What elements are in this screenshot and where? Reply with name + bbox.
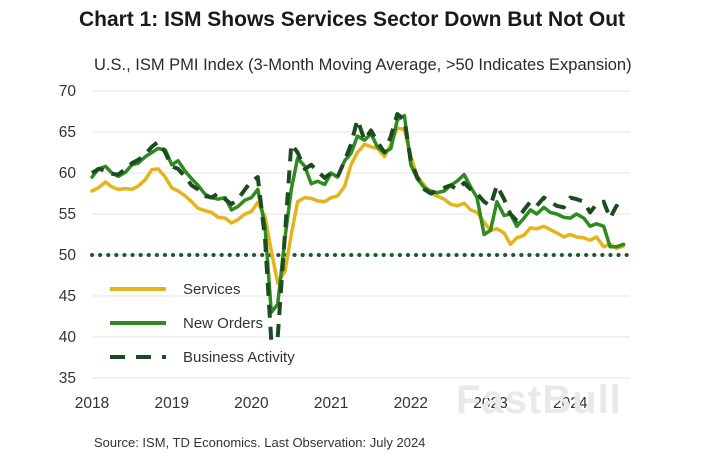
y-tick-label: 40 xyxy=(59,329,77,346)
y-axis-ticks: 35 40 45 50 55 60 65 70 xyxy=(59,83,77,387)
legend-label: New Orders xyxy=(183,315,263,332)
legend: Services New Orders Business Activity xyxy=(110,281,295,366)
y-tick-label: 45 xyxy=(59,288,76,305)
x-tick-label: 2021 xyxy=(314,395,348,412)
legend-label: Services xyxy=(183,281,241,298)
source-note: Source: ISM, TD Economics. Last Observat… xyxy=(94,435,426,450)
x-axis-ticks: 2018 2019 2020 2021 2022 2023 2024 xyxy=(75,395,588,412)
series-line-business-activity xyxy=(90,112,625,344)
x-tick-label: 2023 xyxy=(473,395,507,412)
series-line-services xyxy=(90,126,626,285)
legend-label: Business Activity xyxy=(183,349,295,366)
y-tick-label: 55 xyxy=(59,206,76,223)
chart-subtitle: U.S., ISM PMI Index (3-Month Moving Aver… xyxy=(94,56,632,74)
x-tick-label: 2020 xyxy=(234,395,269,412)
series-line-new-orders xyxy=(90,113,626,315)
x-tick-label: 2019 xyxy=(154,395,188,412)
y-tick-label: 60 xyxy=(59,165,77,182)
x-tick-label: 2024 xyxy=(553,395,588,412)
y-tick-label: 70 xyxy=(59,83,77,100)
y-tick-label: 65 xyxy=(59,124,76,141)
series-lines xyxy=(90,112,626,344)
x-tick-label: 2018 xyxy=(75,395,109,412)
y-tick-label: 50 xyxy=(59,247,77,264)
y-tick-label: 35 xyxy=(59,370,76,387)
x-tick-label: 2022 xyxy=(394,395,428,412)
chart-title: Chart 1: ISM Shows Services Sector Down … xyxy=(78,8,626,31)
watermark-logo: FastBull xyxy=(456,378,622,422)
